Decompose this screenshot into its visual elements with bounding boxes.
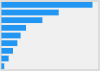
bar: [1, 56, 9, 62]
bar: [1, 17, 42, 23]
bar: [1, 25, 26, 31]
bar: [1, 10, 59, 16]
bars: [1, 2, 92, 69]
chart-svg: [0, 0, 100, 71]
bar: [1, 48, 13, 54]
chart-container: [0, 0, 100, 71]
bar: [1, 33, 21, 39]
bar: [1, 40, 17, 46]
bar: [1, 2, 92, 8]
plot-frame: [1, 1, 99, 70]
